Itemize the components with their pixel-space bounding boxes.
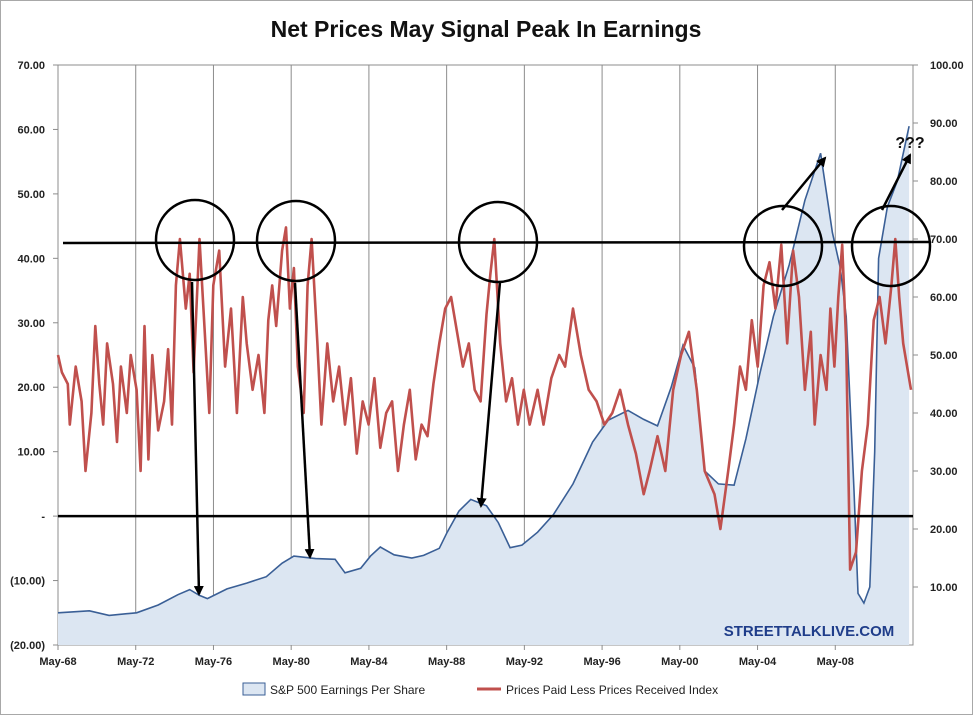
y-right-tick-label: 70.00 <box>930 234 958 246</box>
x-tick-label: May-88 <box>428 656 465 668</box>
arrow <box>476 281 502 508</box>
y-right-tick-label: 100.00 <box>930 60 964 72</box>
y-right-tick-label: 60.00 <box>930 292 958 304</box>
arrow <box>781 156 827 211</box>
y-right-tick-label: 90.00 <box>930 118 958 130</box>
y-right-tick-label: 20.00 <box>930 524 958 536</box>
x-tick-label: May-04 <box>739 656 777 668</box>
highlight-circle <box>850 204 932 288</box>
x-tick-label: May-76 <box>195 656 232 668</box>
y-left-tick-label: 50.00 <box>17 189 45 201</box>
highlight-circle <box>457 200 539 284</box>
x-tick-label: May-80 <box>273 656 310 668</box>
y-right-tick-label: 40.00 <box>930 408 958 420</box>
highlight-circle <box>742 204 824 288</box>
y-right-tick-label: 10.00 <box>930 582 958 594</box>
y-left-tick-label: 40.00 <box>17 253 45 265</box>
x-tick-label: May-00 <box>661 656 698 668</box>
arrow <box>190 281 204 596</box>
highlight-circle <box>154 198 236 282</box>
legend-swatch-earnings <box>242 682 266 696</box>
arrow <box>293 282 315 559</box>
x-tick-label: May-68 <box>39 656 76 668</box>
watermark: STREETTALKLIVE.COM <box>724 623 895 640</box>
x-tick-label: May-08 <box>817 656 854 668</box>
y-left-tick-label: 20.00 <box>17 382 45 394</box>
legend: S&P 500 Earnings Per Share Prices Paid Le… <box>242 682 718 697</box>
y-left-tick-label: 10.00 <box>17 447 45 459</box>
x-tick-label: May-96 <box>583 656 620 668</box>
y-right-tick-label: 30.00 <box>930 466 958 478</box>
legend-label-index: Prices Paid Less Prices Received Index <box>506 683 718 697</box>
y-right-tick-label: 80.00 <box>930 176 958 188</box>
price-index-line <box>56 226 913 571</box>
arrow <box>880 153 912 211</box>
chart-title: Net Prices May Signal Peak In Earnings <box>271 16 702 42</box>
y-left-tick-label: 30.00 <box>17 318 45 330</box>
y-right-tick-label: 50.00 <box>930 350 958 362</box>
x-tick-label: May-84 <box>350 656 388 668</box>
y-left-tick-label: - <box>41 511 45 523</box>
x-tick-label: May-72 <box>117 656 154 668</box>
annotation-question-marks: ??? <box>895 135 924 152</box>
highlight-circle <box>255 199 337 283</box>
y-left-tick-label: 70.00 <box>17 60 45 72</box>
legend-label-earnings: S&P 500 Earnings Per Share <box>270 683 426 697</box>
y-left-tick-label: (10.00) <box>10 576 45 588</box>
y-left-tick-label: 60.00 <box>17 124 45 136</box>
axes: May-68 May-72 May-76 May-80 May-84 May-88 May-… <box>10 60 964 668</box>
y-left-tick-label: (20.00) <box>10 640 45 652</box>
x-tick-label: May-92 <box>506 656 543 668</box>
earnings-line <box>57 126 910 617</box>
resistance-line <box>62 240 931 245</box>
annotations <box>58 153 932 596</box>
index-line-layer <box>56 226 913 571</box>
